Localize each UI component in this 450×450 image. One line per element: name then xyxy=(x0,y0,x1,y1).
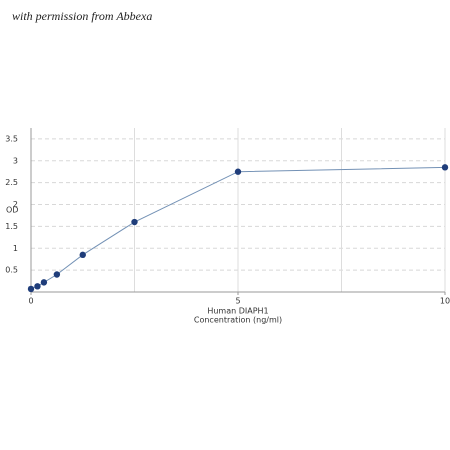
x-tick-label: 5 xyxy=(235,297,240,306)
x-tick-label: 10 xyxy=(440,297,450,306)
data-point xyxy=(53,271,61,278)
y-tick-label: 3.5 xyxy=(5,134,18,143)
data-point xyxy=(40,279,48,286)
x-axis-label: Human DIAPH1 xyxy=(207,307,268,316)
data-point xyxy=(27,285,35,293)
x-axis-label: Concentration (ng/ml) xyxy=(194,316,282,325)
data-point xyxy=(441,164,449,171)
y-tick-label: 1.5 xyxy=(5,222,18,231)
y-tick-label: 3 xyxy=(13,156,18,165)
data-point xyxy=(34,283,41,290)
data-point xyxy=(131,218,138,226)
y-axis-label: OD xyxy=(6,206,18,215)
y-tick-label: 1 xyxy=(13,244,18,253)
x-tick-label: 0 xyxy=(28,297,33,306)
y-tick-label: 0.5 xyxy=(5,266,18,275)
y-tick-label: 2 xyxy=(13,200,18,209)
watermark: with permission from Abbexa xyxy=(12,9,152,23)
y-tick-label: 2.5 xyxy=(5,178,18,187)
data-point xyxy=(79,251,86,259)
data-point xyxy=(234,168,242,175)
